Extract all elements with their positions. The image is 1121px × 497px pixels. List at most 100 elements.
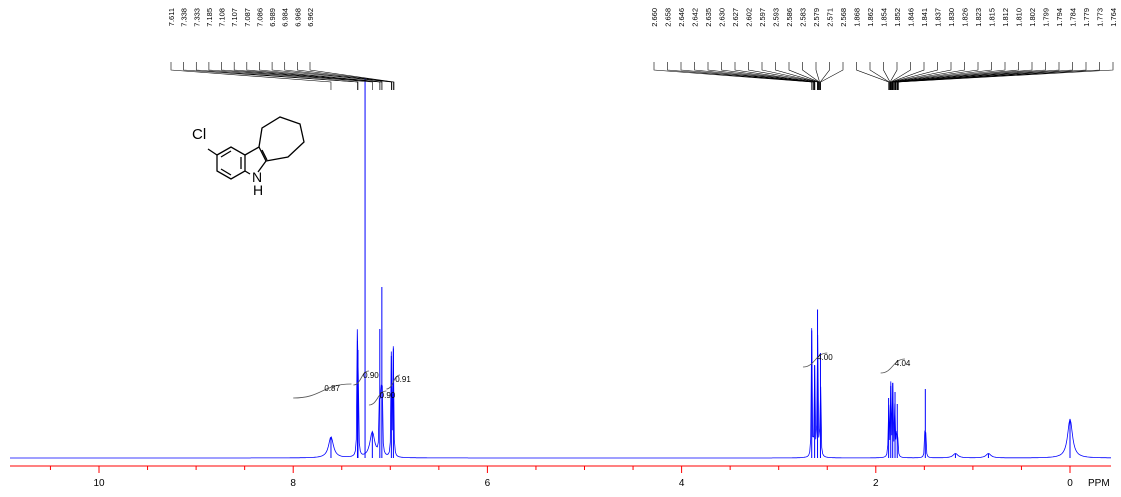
pyrrole-bond <box>244 170 251 175</box>
peak-label: 2.586 <box>785 8 794 27</box>
peak-label-leader <box>815 62 820 90</box>
peak-label-leader <box>896 62 1087 90</box>
peak-label-leader <box>856 62 889 90</box>
peak-label-leader <box>893 62 1019 90</box>
peak-label: 2.642 <box>691 8 700 27</box>
peak-label: 2.646 <box>677 8 686 27</box>
peak-label-leader <box>734 62 816 90</box>
x-tick-label: 6 <box>485 478 491 489</box>
spectrum-trace <box>10 78 1111 459</box>
x-tick-label: 4 <box>679 478 685 489</box>
peak-label: 1.812 <box>1001 8 1010 27</box>
pyrrole-double-bond <box>258 146 267 162</box>
peak-label: 7.611 <box>167 8 176 26</box>
peak-label-leader <box>707 62 815 90</box>
peak-label: 1.794 <box>1055 8 1064 27</box>
peak-label: 6.984 <box>281 8 290 27</box>
peak-label: 7.108 <box>218 8 227 27</box>
pyrrole-double-bond <box>261 149 268 161</box>
peak-label: 1.837 <box>934 8 943 27</box>
aromatic-double-bond <box>220 168 232 176</box>
integral-curve <box>353 370 370 386</box>
integral-label: 4.00 <box>817 353 833 362</box>
peak-label: 2.602 <box>745 8 754 27</box>
peak-label: 2.658 <box>664 8 673 27</box>
peak-label: 2.579 <box>812 8 821 27</box>
peak-label: 1.841 <box>920 8 929 27</box>
integral-label: 0.87 <box>324 384 340 393</box>
peak-label-leader <box>820 62 830 90</box>
integral-curve <box>802 352 828 368</box>
peak-label: 6.989 <box>268 8 277 27</box>
peak-label-leader <box>221 62 381 90</box>
integral-label: 0.91 <box>395 375 411 384</box>
peak-label-leader <box>271 62 392 90</box>
peak-label: 7.185 <box>205 8 214 27</box>
peak-label-leader <box>259 62 383 90</box>
peak-label: 2.571 <box>826 8 835 27</box>
peak-label: 1.823 <box>974 8 983 27</box>
peak-label-leader <box>896 62 1073 90</box>
x-tick-label: 10 <box>93 478 105 489</box>
peak-label-leader <box>195 62 359 90</box>
peak-label-leader <box>297 62 394 90</box>
peak-label-leader <box>309 62 395 90</box>
peak-label: 1.815 <box>988 8 997 27</box>
peak-label-leader <box>183 62 358 90</box>
integral-curve <box>386 374 401 390</box>
peak-label-leader <box>653 62 813 90</box>
molecule-structure <box>207 116 305 180</box>
pyrrole-bond <box>244 146 260 156</box>
peak-label-leader <box>869 62 890 90</box>
nitrogen-label: N <box>252 169 262 185</box>
peak-label: 1.764 <box>1109 8 1118 27</box>
peak-label: 2.635 <box>704 8 713 27</box>
peak-label-leader <box>892 62 952 90</box>
peak-label: 6.962 <box>306 8 315 27</box>
peak-label: 1.852 <box>893 8 902 27</box>
integral-label: 4.04 <box>895 359 911 368</box>
aromatic-double-bond <box>220 150 232 158</box>
peak-label: 1.810 <box>1015 8 1024 27</box>
peak-label-leader <box>667 62 813 90</box>
peak-label-leader <box>233 62 381 90</box>
peak-label: 7.333 <box>192 8 201 27</box>
peak-label: 1.779 <box>1082 8 1091 27</box>
peak-label: 1.868 <box>853 8 862 27</box>
integral-label: 0.90 <box>380 391 396 400</box>
peak-label-leader <box>284 62 393 90</box>
peak-label: 1.802 <box>1028 8 1037 27</box>
integral-curves: 0.87 0.90 0.90 0.91 4.00 4.04 <box>293 352 911 406</box>
peak-label: 2.630 <box>718 8 727 27</box>
x-tick-label: 0 <box>1067 478 1073 489</box>
peak-label: 7.338 <box>180 8 189 27</box>
integral-curve <box>880 358 905 374</box>
peak-label-leader <box>748 62 818 90</box>
x-axis: 10 8 6 4 2 0 PPM <box>10 465 1111 489</box>
peak-label-leader <box>820 62 844 90</box>
peak-label-leader <box>895 62 1060 90</box>
chlorine-label: Cl <box>192 126 206 143</box>
peak-label-leader <box>680 62 814 90</box>
peak-label: 1.862 <box>866 8 875 27</box>
peak-label-leader <box>170 62 332 90</box>
integral-label: 0.90 <box>363 371 379 380</box>
peak-label: 1.830 <box>947 8 956 27</box>
peak-label-leader <box>208 62 373 90</box>
peak-label-leader <box>892 62 979 90</box>
peak-label-leader <box>694 62 814 90</box>
peak-label: 2.568 <box>839 8 848 27</box>
peak-label-stack: 7.611 7.338 7.333 7.185 7.108 7.107 7.087 7.086… <box>167 8 1118 90</box>
peak-label: 2.597 <box>758 8 767 27</box>
pyrrole-bond <box>257 160 267 173</box>
peak-label: 7.087 <box>243 8 252 27</box>
peak-label-leader <box>889 62 898 90</box>
integral-curve <box>293 383 352 399</box>
peak-label-leader <box>775 62 819 90</box>
chlorine-bond <box>207 148 218 156</box>
peak-label: 1.826 <box>961 8 970 27</box>
spectrum-line <box>10 328 1111 459</box>
peak-label-leader <box>895 62 1046 90</box>
peak-label-leader <box>897 62 1100 90</box>
